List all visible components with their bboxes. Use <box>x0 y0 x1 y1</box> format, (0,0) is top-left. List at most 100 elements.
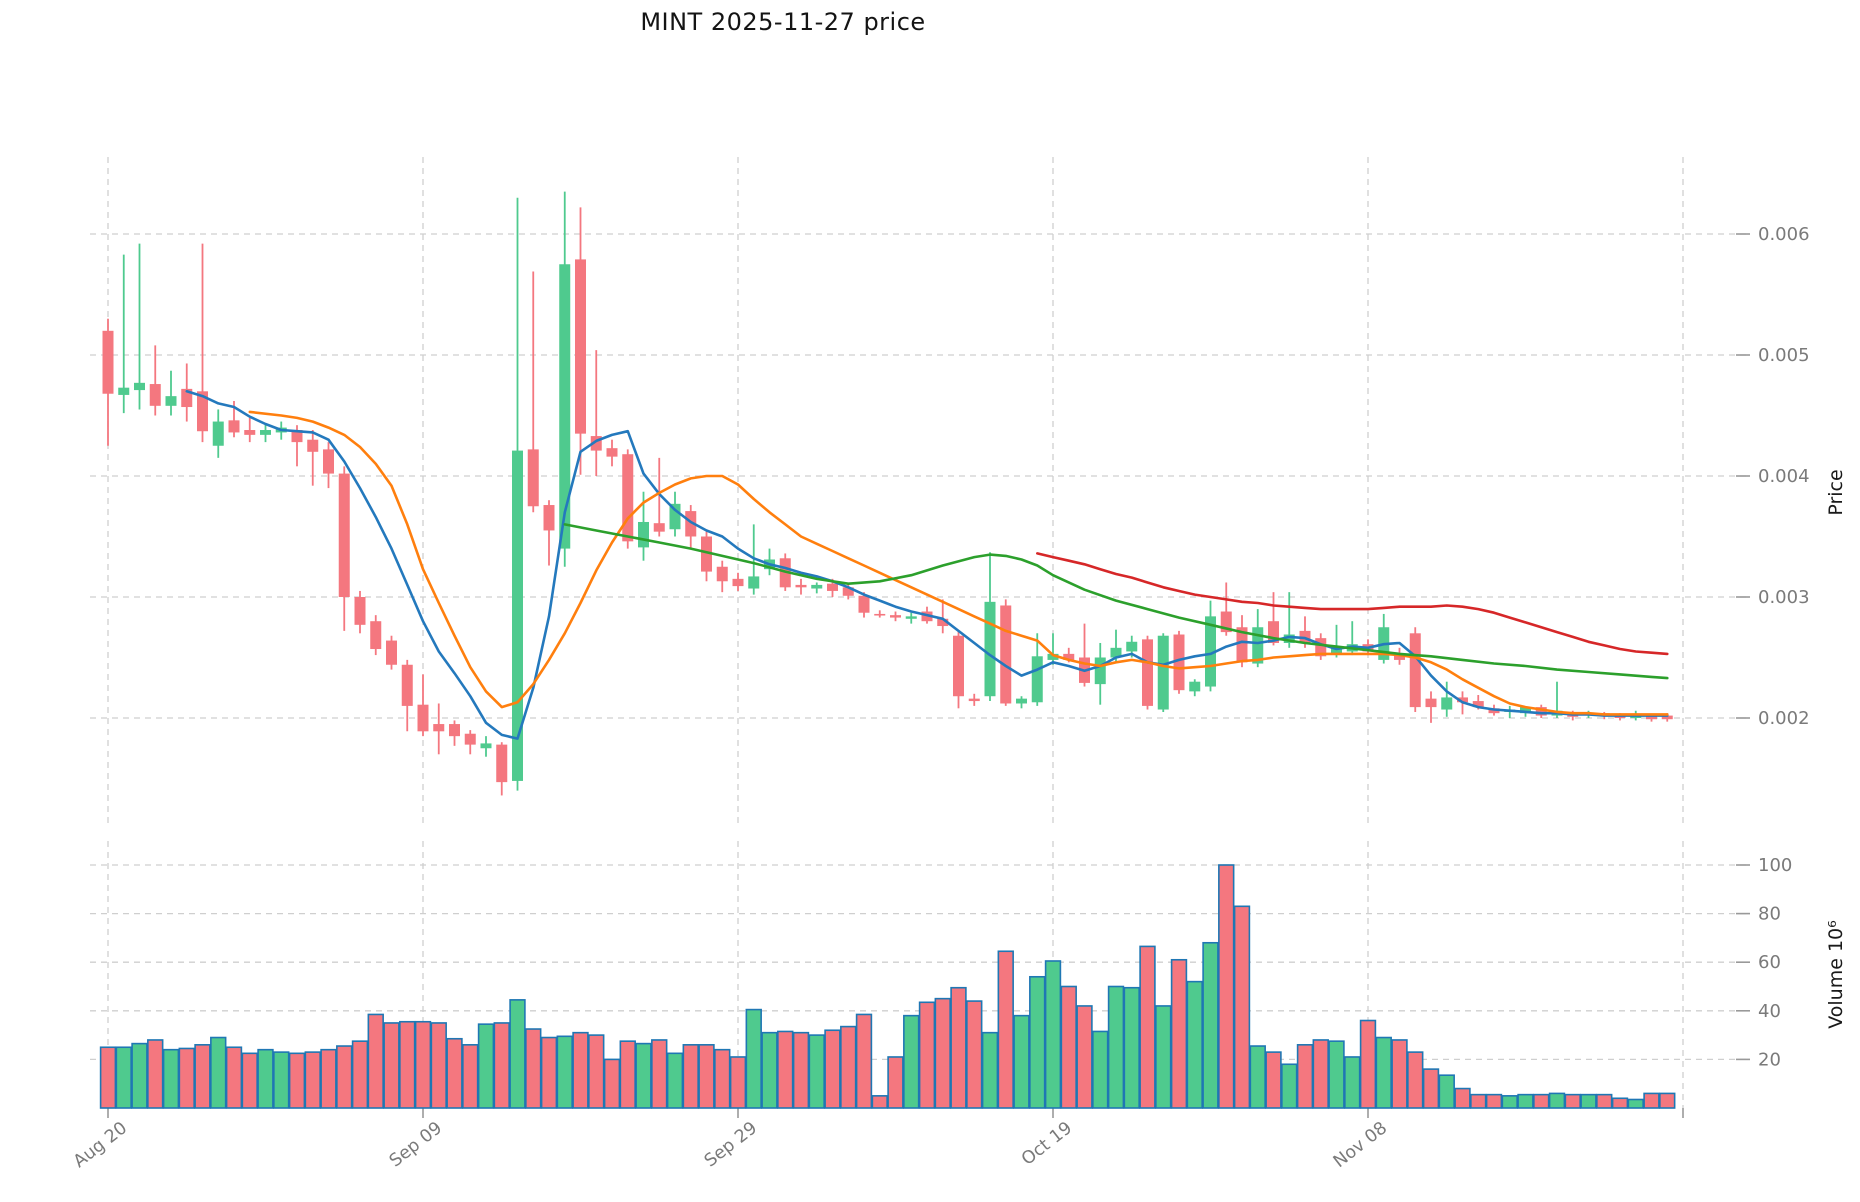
candle-body <box>1535 707 1547 716</box>
candle-body <box>716 566 728 582</box>
volume-bar <box>1044 960 1062 1109</box>
volume-bar <box>257 1048 274 1109</box>
candle-body <box>118 387 130 395</box>
ma-green-line <box>563 523 1669 680</box>
volume-bar <box>1013 1014 1030 1109</box>
volume-bar <box>115 1046 132 1109</box>
volume-bar <box>903 1014 920 1109</box>
candles-layer <box>102 191 1673 796</box>
candle-body <box>527 449 539 507</box>
candle-body <box>1094 657 1106 685</box>
volume-bar <box>1548 1092 1566 1109</box>
volume-bar <box>887 1056 904 1109</box>
candle-body <box>291 430 303 443</box>
candle-body <box>512 450 523 781</box>
volume-bar <box>1438 1074 1455 1109</box>
candle-body <box>559 264 571 549</box>
candle-body <box>433 724 445 732</box>
volume-bar <box>1186 980 1203 1109</box>
ma-blue-line <box>185 390 1669 740</box>
candle-body <box>1142 639 1153 706</box>
volume-bar <box>1454 1087 1471 1109</box>
candle-body <box>984 601 996 697</box>
volume-bar <box>572 1031 589 1109</box>
volume-bar <box>714 1048 731 1109</box>
candle-body <box>354 597 366 625</box>
volume-bar <box>1265 1051 1282 1109</box>
volume-bar <box>1580 1093 1597 1109</box>
volume-bar <box>1170 958 1188 1109</box>
candle-body <box>149 384 161 406</box>
price-tick-label: 0.006 <box>1758 224 1810 245</box>
candle-body <box>496 744 508 783</box>
ma-red-line <box>1036 552 1669 656</box>
x-tick-label: Nov 08 <box>1330 1118 1391 1172</box>
candle-body <box>937 618 949 627</box>
candle-body <box>165 396 177 406</box>
volume-bar <box>1422 1068 1440 1109</box>
volume-bar <box>446 1037 463 1109</box>
candle-body <box>1016 698 1027 704</box>
volume-bar <box>1517 1093 1534 1109</box>
volume-tick-label: 60 <box>1758 952 1781 973</box>
candle-body <box>1205 616 1216 687</box>
candle-body <box>685 511 697 537</box>
volume-bar <box>855 1013 873 1109</box>
candle-body <box>260 430 271 435</box>
price-tick-label: 0.002 <box>1758 708 1810 729</box>
volume-bar <box>509 999 526 1109</box>
page-title: MINT 2025-11-27 price <box>640 8 926 36</box>
candle-body <box>1394 655 1405 660</box>
volume-bar <box>178 1047 195 1109</box>
candle-body <box>1457 697 1468 703</box>
candle-body <box>401 664 413 706</box>
volume-bar <box>540 1036 558 1109</box>
volume-bar <box>808 1034 825 1109</box>
volume-bar <box>1328 1040 1345 1109</box>
volume-bar <box>1202 941 1219 1109</box>
volume-bar <box>241 1052 258 1109</box>
volume-bar <box>1155 1005 1172 1109</box>
volume-bar <box>1092 1030 1109 1109</box>
volume-bar <box>871 1095 888 1109</box>
candle-body <box>1409 633 1421 708</box>
candle-body <box>449 724 460 737</box>
candle-body <box>1110 647 1122 658</box>
candle-body <box>1472 701 1484 708</box>
volume-bar <box>1643 1092 1660 1109</box>
candle-body <box>1126 641 1138 652</box>
volume-bar <box>729 1056 747 1109</box>
volume-bar <box>1281 1063 1298 1109</box>
candle-body <box>386 640 397 665</box>
candle-body <box>181 388 193 408</box>
volume-bar <box>950 986 967 1109</box>
candle-body <box>1646 715 1657 720</box>
candle-body <box>590 436 602 451</box>
volume-bar <box>99 1046 117 1109</box>
volume-bar <box>1596 1093 1613 1109</box>
candle-body <box>653 523 665 532</box>
candle-body <box>732 578 744 587</box>
candle-body <box>543 505 555 531</box>
candle-body <box>338 473 350 597</box>
volume-bar <box>777 1030 794 1109</box>
volume-bar <box>761 1031 778 1109</box>
volume-tick-label: 100 <box>1758 855 1792 876</box>
volume-bar <box>525 1028 542 1109</box>
volume-bar <box>194 1044 211 1109</box>
volume-tick-label: 80 <box>1758 904 1781 925</box>
candle-body <box>1236 627 1248 663</box>
candle-body <box>307 439 319 452</box>
candle-body <box>417 704 429 732</box>
candle-body <box>212 421 224 446</box>
candle-body <box>968 698 980 702</box>
candle-body <box>1047 653 1059 660</box>
volume-bar <box>131 1042 148 1109</box>
volume-bar <box>745 1008 762 1109</box>
candle-body <box>1283 634 1295 643</box>
volume-bar <box>966 1000 983 1109</box>
volume-bar <box>934 997 951 1109</box>
volume-bar <box>619 1040 636 1109</box>
candle-body <box>669 503 681 530</box>
